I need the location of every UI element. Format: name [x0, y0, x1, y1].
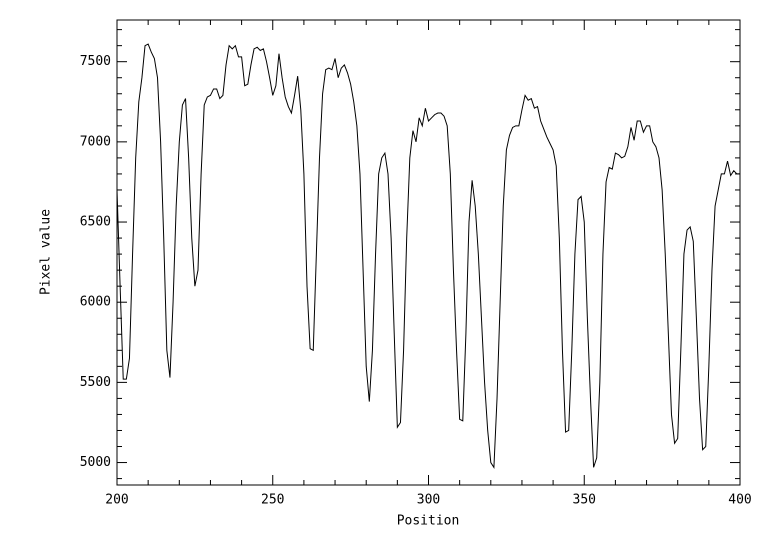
y-tick-label: 6000	[80, 295, 111, 310]
x-tick-label: 250	[261, 493, 284, 508]
x-tick-label: 350	[573, 493, 596, 508]
data-line	[116, 43, 740, 469]
x-tick-label: 400	[728, 493, 751, 508]
y-axis-label: Pixel value	[39, 209, 54, 295]
x-tick-label: 300	[417, 493, 440, 508]
y-tick-label: 6500	[80, 215, 111, 230]
y-tick-label: 7500	[80, 54, 111, 69]
x-axis-label: Position	[397, 514, 460, 529]
plot-frame	[116, 19, 741, 486]
x-tick-label: 200	[105, 493, 128, 508]
y-tick-label: 7000	[80, 134, 111, 149]
y-tick-label: 5000	[80, 455, 111, 470]
y-tick-label: 5500	[80, 375, 111, 390]
